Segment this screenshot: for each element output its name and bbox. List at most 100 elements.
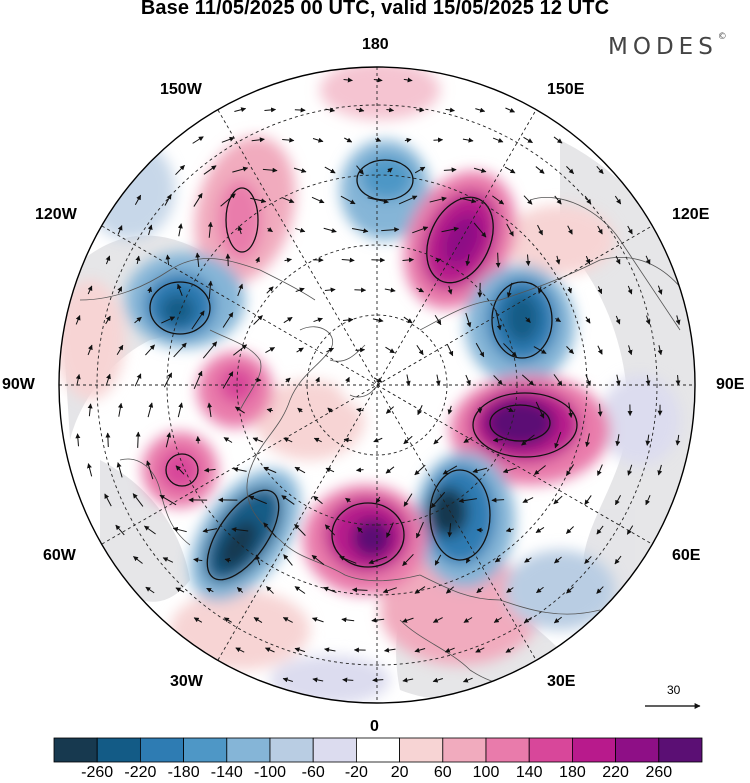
wind-vector-arrow	[492, 437, 503, 443]
wind-vector-arrow	[324, 647, 336, 653]
wind-vector-arrow	[675, 374, 681, 386]
wind-vector-arrow	[220, 193, 236, 207]
wind-vector-arrow	[343, 437, 352, 443]
wind-vector-arrow	[506, 407, 514, 412]
wind-vector-arrow	[146, 460, 154, 480]
wind-vector-arrow	[311, 554, 325, 566]
wind-vector-arrow	[445, 586, 454, 594]
wind-vector-arrow	[232, 166, 249, 173]
wind-vector-arrow	[147, 224, 153, 236]
colorbar-swatch	[269, 737, 314, 763]
wind-vector-arrow	[585, 374, 591, 386]
colorbar-tick-label: -180	[167, 764, 200, 781]
wind-vector-arrow	[373, 437, 383, 443]
colorbar-tick-label: 140	[515, 764, 543, 781]
wind-vector-arrow	[234, 406, 245, 414]
wind-vector-arrow	[207, 221, 213, 238]
wind-vector-arrow	[165, 432, 172, 448]
wind-vector-arrow	[324, 287, 336, 293]
wind-vector-arrow	[534, 465, 546, 475]
wind-vector-arrow	[252, 437, 264, 443]
wind-vector-arrow	[585, 255, 591, 265]
lon-label-120e: 120E	[672, 206, 710, 223]
wind-vector-arrow	[263, 466, 277, 474]
wind-vector-arrow	[282, 677, 293, 683]
colorbar-tick-label: -60	[301, 764, 325, 781]
wind-vector-arrow	[312, 137, 324, 143]
wind-vector-arrow	[472, 467, 488, 474]
wind-vector-arrow	[207, 402, 213, 418]
wind-vector-arrow	[373, 377, 383, 383]
wind-vector-arrow	[584, 195, 592, 205]
wind-vector-arrow	[203, 165, 217, 175]
wind-vector-arrow	[175, 164, 185, 176]
wind-vector-arrow	[255, 554, 261, 566]
wind-vector-arrow	[627, 225, 633, 235]
wind-vector-arrow	[615, 255, 621, 265]
colorbar-tick-label: 60	[433, 764, 452, 781]
wind-vector-arrow	[231, 527, 249, 533]
wind-vector-arrow	[371, 617, 385, 623]
wind-vector-arrow	[585, 433, 590, 448]
wind-vector-arrow	[193, 557, 203, 563]
wind-vector-arrow	[236, 587, 244, 593]
wind-vector-arrow	[264, 107, 277, 113]
wind-vector-arrow	[325, 467, 335, 473]
wind-vector-arrow	[521, 434, 535, 446]
wind-vector-arrow	[254, 377, 262, 383]
wind-vector-arrow	[447, 523, 453, 538]
wind-vector-arrow	[463, 617, 473, 623]
wind-vector-arrow	[414, 464, 426, 476]
lon-label-180: 180	[362, 36, 389, 53]
wind-vector-arrow	[434, 554, 442, 566]
wind-vector-arrow	[405, 374, 411, 386]
wind-vector-arrow	[233, 344, 248, 356]
wind-vector-arrow	[159, 494, 177, 506]
wind-vector-arrow	[87, 403, 93, 417]
wind-vector-arrow	[627, 345, 633, 356]
wind-vector-arrow	[416, 521, 424, 539]
wind-vector-arrow	[403, 316, 413, 324]
wind-vector-arrow	[525, 317, 531, 323]
wind-vector-arrow	[105, 315, 111, 325]
wind-vector-arrow	[207, 280, 213, 299]
wind-vector-arrow	[385, 346, 395, 354]
wind-vector-arrow	[675, 434, 681, 446]
colorbar-tick-label: -220	[124, 764, 157, 781]
wind-vector-arrow	[645, 255, 651, 265]
wind-vector-arrow	[253, 315, 263, 325]
wind-vector-arrow	[117, 225, 123, 235]
wind-vector-arrow	[503, 343, 517, 357]
wind-vector-arrow	[475, 107, 486, 113]
wind-vector-arrow	[368, 556, 388, 565]
colorbar-swatch	[183, 737, 228, 763]
wind-vector-arrow	[313, 437, 322, 443]
wind-vector-arrow	[523, 195, 533, 205]
wind-vector-arrow	[615, 315, 621, 325]
wind-vector-arrow	[325, 107, 336, 113]
wind-vector-arrow	[105, 432, 111, 447]
wind-vector-arrow	[147, 286, 152, 294]
wind-vector-arrow	[372, 317, 384, 323]
wind-vector-arrow	[75, 373, 81, 386]
wind-vector-arrow	[429, 196, 447, 203]
wind-vector-arrow	[493, 617, 503, 623]
wind-vector-arrow	[404, 137, 412, 143]
wind-vector-arrow	[87, 285, 93, 295]
wind-vector-arrow	[615, 434, 621, 447]
wind-vector-arrow	[251, 137, 265, 143]
colorbar-tick-label: -260	[81, 764, 114, 781]
wind-vector-arrow	[323, 227, 337, 233]
modes-logo: MODES©	[608, 32, 727, 60]
wind-vector-arrow	[402, 617, 414, 623]
wind-vector-arrow	[614, 195, 622, 205]
colorbar-tick-label: 220	[602, 764, 629, 781]
wind-vector-arrow	[403, 77, 413, 83]
wind-vector-arrow	[356, 407, 364, 413]
wind-vector-arrow	[202, 528, 218, 533]
wind-vector-arrow	[104, 493, 112, 507]
wind-vector-arrow	[657, 285, 663, 295]
wind-vector-arrow	[525, 254, 531, 267]
wind-vector-arrow	[375, 496, 381, 504]
wind-vector-arrow	[105, 373, 111, 386]
